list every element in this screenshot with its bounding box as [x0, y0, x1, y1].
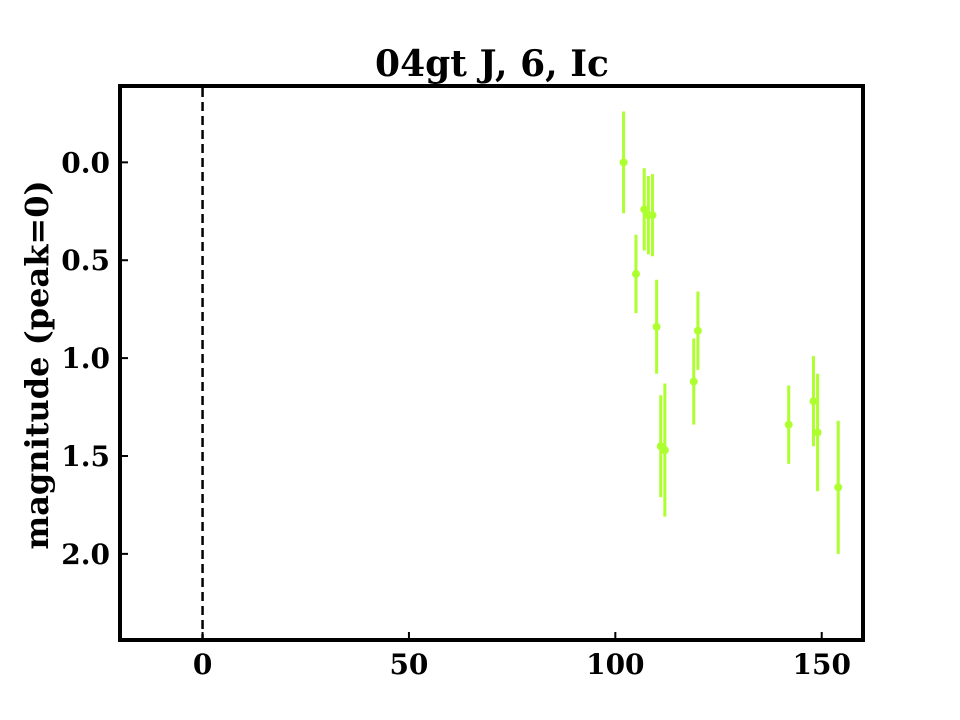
y-axis-ticks: 0.0 0.5 1.0 1.5 2.0 [61, 146, 128, 571]
y-tick-label: 0.5 [61, 244, 110, 277]
chart-title: 04gt J, 6, Ic [375, 43, 609, 85]
data-marker [813, 428, 822, 437]
data-point [631, 234, 640, 314]
data-point [648, 174, 657, 257]
x-tick-label: 50 [389, 648, 428, 681]
data-point [784, 385, 793, 464]
data-marker [619, 158, 628, 167]
data-point [689, 338, 698, 425]
data-point [809, 356, 818, 447]
x-axis-ticks: 0 50 100 150 [193, 632, 851, 681]
data-marker [631, 269, 640, 278]
data-point [693, 291, 702, 370]
x-tick-label: 150 [792, 648, 850, 681]
data-marker [648, 211, 657, 220]
data-points [619, 111, 843, 554]
data-marker [660, 446, 669, 455]
x-tick-label: 100 [586, 648, 644, 681]
data-point [652, 279, 661, 374]
data-marker [693, 326, 702, 335]
y-tick-label: 2.0 [61, 538, 110, 571]
data-marker [834, 483, 843, 492]
y-axis-label: magnitude (peak=0) [18, 180, 56, 549]
data-marker [809, 397, 818, 406]
y-tick-label: 1.5 [61, 440, 110, 473]
data-point [813, 373, 822, 492]
data-marker [652, 322, 661, 331]
data-point [834, 420, 843, 554]
data-point [619, 111, 628, 214]
data-marker [640, 205, 649, 214]
data-marker [784, 420, 793, 429]
data-point [660, 383, 669, 517]
y-tick-label: 1.0 [61, 342, 110, 375]
data-marker [689, 377, 698, 386]
y-tick-label: 0.0 [61, 146, 110, 179]
plot-frame [118, 84, 865, 642]
x-tick-label: 0 [193, 648, 212, 681]
plot-area [118, 84, 865, 642]
data-point [640, 168, 649, 251]
